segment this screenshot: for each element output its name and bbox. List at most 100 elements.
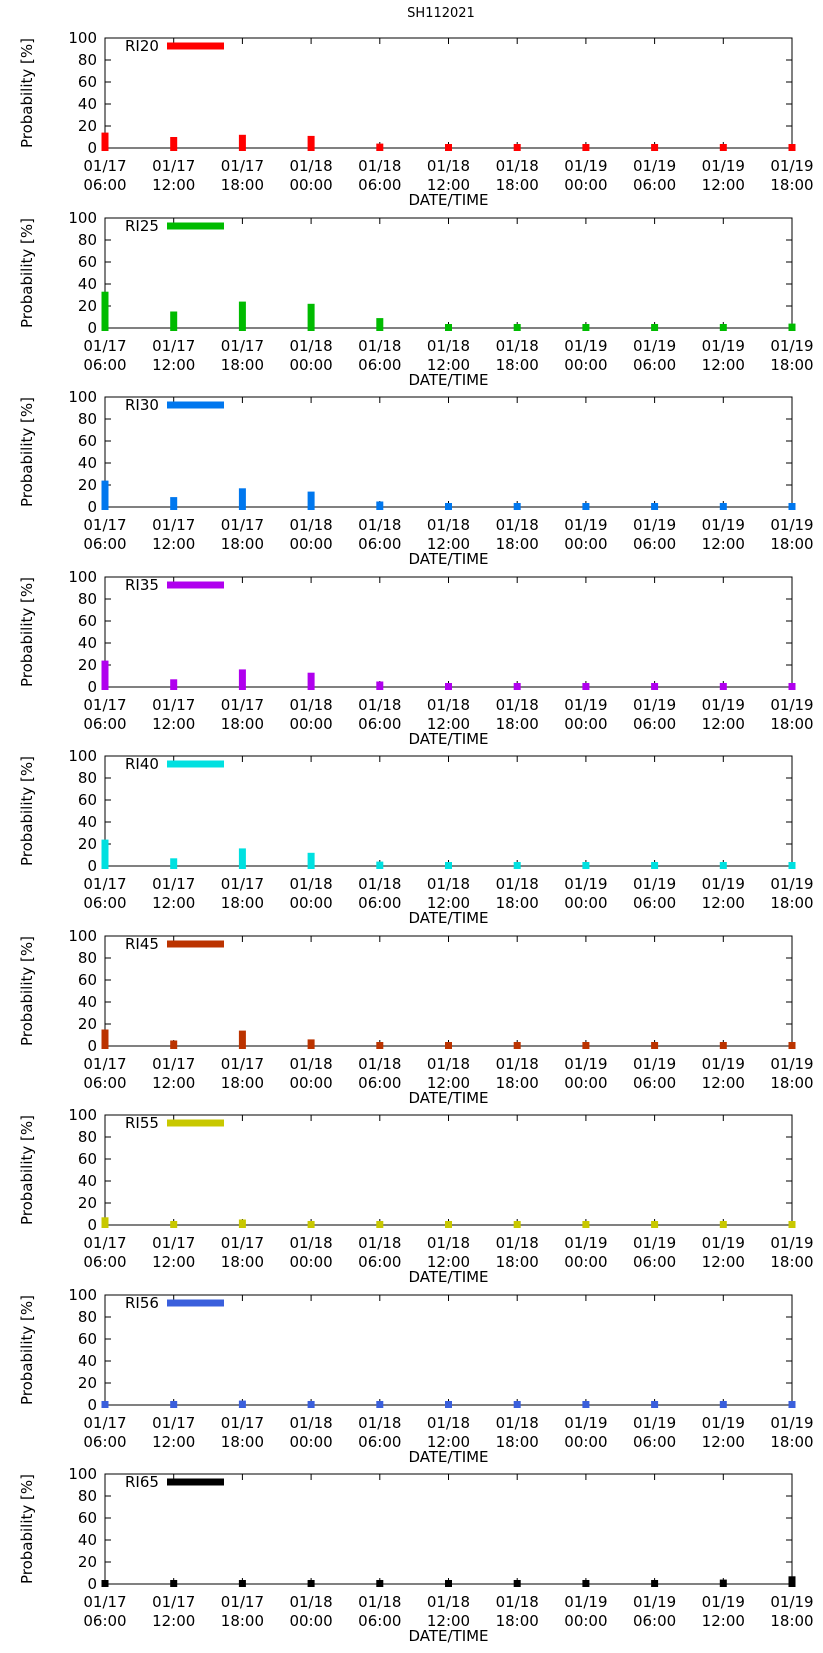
bar-ri56-5 — [445, 1401, 452, 1408]
x-tick-label-date: 01/18 — [427, 1593, 470, 1611]
bar-ri55-4 — [376, 1221, 384, 1228]
x-axis-label: DATE/TIME — [408, 1089, 488, 1107]
x-tick-label-time: 00:00 — [564, 176, 607, 194]
x-tick-label-time: 18:00 — [770, 1074, 813, 1092]
x-tick-label-date: 01/17 — [152, 516, 195, 534]
y-tick-label: 20 — [78, 297, 97, 315]
bar-ri40-0 — [101, 839, 109, 869]
x-tick-label-date: 01/18 — [496, 875, 539, 893]
bar-ri35-5 — [445, 683, 452, 690]
x-axis-label: DATE/TIME — [408, 191, 488, 209]
x-tick-label-time: 00:00 — [564, 1612, 607, 1630]
x-tick-label-date: 01/19 — [702, 1055, 745, 1073]
x-tick-label-date: 01/18 — [427, 696, 470, 714]
x-tick-label-date: 01/17 — [221, 1414, 264, 1432]
x-tick-label-time: 18:00 — [770, 176, 813, 194]
y-tick-label: 60 — [78, 432, 97, 450]
legend-label: RI40 — [125, 755, 159, 773]
x-tick-label-time: 12:00 — [152, 176, 195, 194]
bar-ri45-5 — [445, 1042, 452, 1049]
x-tick-label-time: 12:00 — [152, 356, 195, 374]
bar-ri45-0 — [101, 1029, 109, 1049]
y-tick-label: 0 — [87, 498, 97, 516]
plot-frame — [104, 576, 793, 688]
bar-ri55-1 — [170, 1221, 178, 1228]
x-tick-label-time: 12:00 — [427, 176, 470, 194]
legend-label: RI25 — [125, 217, 159, 235]
x-tick-label-date: 01/18 — [289, 696, 332, 714]
y-tick-label: 100 — [68, 568, 97, 586]
y-tick-label: 20 — [78, 656, 97, 674]
x-tick-label-time: 18:00 — [770, 1433, 813, 1451]
bar-ri45-8 — [651, 1042, 659, 1049]
legend-label: RI55 — [125, 1114, 159, 1132]
bar-ri25-6 — [513, 324, 521, 331]
x-tick-label-date: 01/18 — [496, 696, 539, 714]
x-tick-label-time: 18:00 — [496, 176, 539, 194]
x-tick-label-time: 18:00 — [770, 535, 813, 553]
x-tick-label-date: 01/19 — [564, 696, 607, 714]
bar-ri65-8 — [651, 1580, 659, 1587]
x-tick-label-time: 06:00 — [633, 1612, 676, 1630]
bar-ri20-5 — [445, 144, 452, 151]
legend-label: RI20 — [125, 37, 159, 55]
x-tick-label-date: 01/17 — [152, 696, 195, 714]
bar-ri40-5 — [445, 862, 452, 869]
y-tick-label: 0 — [87, 1216, 97, 1234]
x-tick-label-time: 06:00 — [83, 894, 126, 912]
x-tick-label-date: 01/19 — [633, 1234, 676, 1252]
x-tick-label-time: 12:00 — [702, 715, 745, 733]
x-tick-label-time: 06:00 — [83, 1433, 126, 1451]
bar-ri55-9 — [719, 1221, 727, 1228]
bar-ri40-9 — [719, 862, 727, 869]
bar-ri25-8 — [651, 324, 659, 331]
x-tick-label-time: 18:00 — [221, 1074, 264, 1092]
x-tick-label-date: 01/17 — [221, 516, 264, 534]
plot-frame — [104, 217, 793, 329]
x-tick-label-time: 06:00 — [633, 1433, 676, 1451]
x-axis-label: DATE/TIME — [408, 1627, 488, 1645]
x-tick-label-date: 01/19 — [564, 1055, 607, 1073]
x-tick-label-date: 01/19 — [702, 157, 745, 175]
x-tick-label-time: 06:00 — [358, 894, 401, 912]
bar-ri25-4 — [376, 318, 384, 331]
x-axis-label: DATE/TIME — [408, 1448, 488, 1466]
bar-ri30-7 — [582, 503, 590, 510]
x-tick-label-time: 06:00 — [83, 715, 126, 733]
bar-ri35-3 — [307, 672, 315, 690]
legend-label: RI30 — [125, 396, 159, 414]
bar-ri25-5 — [445, 324, 452, 331]
y-tick-label: 20 — [78, 476, 97, 494]
plot-frame — [104, 755, 793, 867]
x-tick-label-date: 01/19 — [770, 1055, 813, 1073]
x-tick-label-time: 06:00 — [358, 356, 401, 374]
x-tick-label-time: 00:00 — [564, 356, 607, 374]
y-axis-label: Probability [%] — [18, 936, 36, 1046]
bar-ri55-5 — [445, 1221, 452, 1228]
bar-ri30-6 — [513, 503, 521, 510]
y-tick-label: 100 — [68, 1465, 97, 1483]
x-tick-label-time: 12:00 — [702, 1253, 745, 1271]
y-tick-label: 40 — [78, 634, 97, 652]
bar-ri45-3 — [307, 1039, 315, 1049]
x-tick-label-time: 18:00 — [496, 356, 539, 374]
bar-ri40-6 — [513, 862, 521, 869]
bar-ri30-9 — [719, 503, 727, 510]
y-tick-label: 80 — [78, 51, 97, 69]
bar-ri65-6 — [513, 1580, 521, 1587]
y-tick-label: 60 — [78, 1150, 97, 1168]
bar-ri40-3 — [307, 852, 315, 869]
y-tick-label: 100 — [68, 388, 97, 406]
y-tick-label: 80 — [78, 231, 97, 249]
x-tick-label-time: 06:00 — [633, 535, 676, 553]
bar-ri20-8 — [651, 144, 659, 151]
x-tick-label-date: 01/17 — [152, 1234, 195, 1252]
x-tick-label-time: 06:00 — [633, 356, 676, 374]
y-tick-label: 20 — [78, 1553, 97, 1571]
x-tick-label-time: 18:00 — [496, 894, 539, 912]
x-tick-label-date: 01/18 — [289, 1593, 332, 1611]
